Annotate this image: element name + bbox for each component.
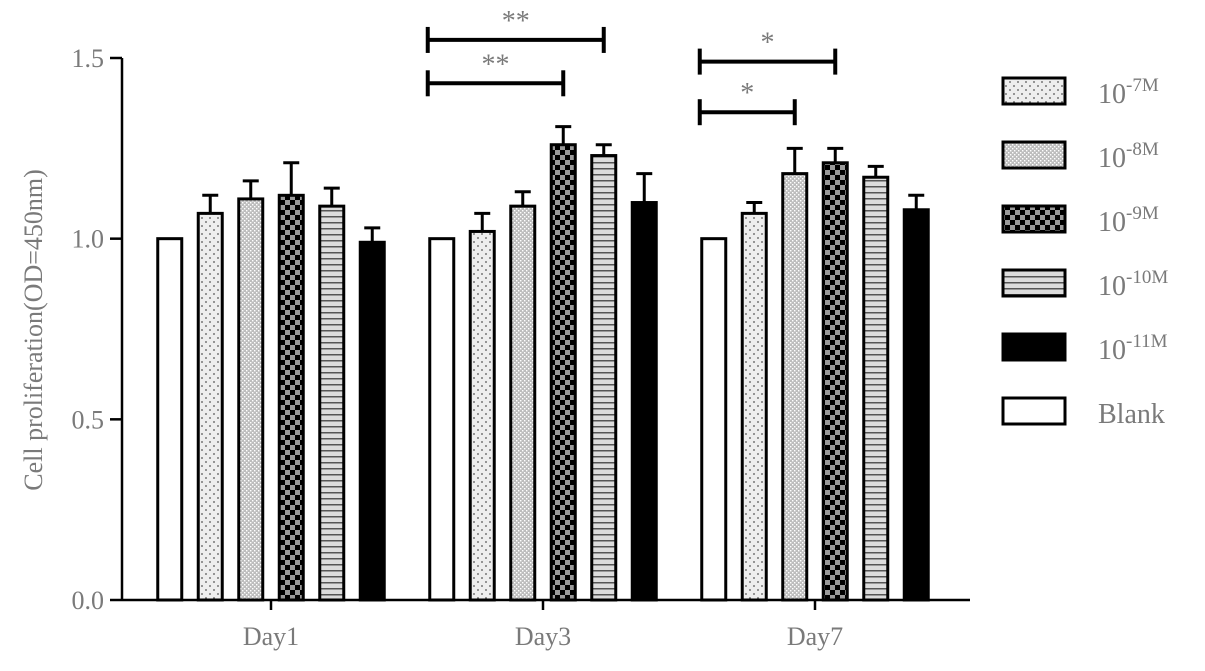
bar	[318, 204, 346, 602]
x-tick-label: Day1	[243, 622, 299, 651]
significance-label: *	[740, 78, 754, 109]
bar	[277, 193, 305, 602]
bar	[590, 154, 618, 602]
legend-label: 10-10M	[1098, 267, 1168, 302]
legend-swatch	[1001, 268, 1067, 298]
legend-label-exponent: -8M	[1126, 139, 1159, 160]
y-tick-label: 0.5	[72, 405, 105, 434]
bar	[196, 211, 224, 602]
bar	[630, 201, 658, 602]
bar	[821, 161, 849, 602]
y-tick-label: 0.0	[72, 586, 105, 615]
bar	[237, 197, 265, 602]
bar	[156, 237, 184, 602]
significance-label: **	[482, 49, 510, 80]
significance-label: **	[502, 6, 530, 37]
legend-label: 10-9M	[1098, 203, 1159, 238]
bar	[468, 229, 496, 602]
legend-swatch	[1001, 396, 1067, 426]
legend-label-base: Blank	[1098, 399, 1165, 430]
significance-group: ******	[425, 6, 838, 126]
legend-swatch	[1001, 204, 1067, 234]
significance-label: *	[761, 28, 775, 59]
bar	[740, 211, 768, 602]
legend-label-exponent: -9M	[1126, 203, 1159, 224]
bar	[358, 240, 386, 602]
bar	[700, 237, 728, 602]
legend-swatch	[1001, 332, 1067, 362]
legend-label-base: 10	[1098, 79, 1126, 110]
x-tick-label: Day3	[515, 622, 571, 651]
bar	[509, 204, 537, 602]
legend-swatch	[1001, 140, 1067, 170]
bar	[902, 208, 930, 602]
legend-label: 10-7M	[1098, 75, 1159, 110]
y-tick-label: 1.5	[72, 44, 105, 73]
bar	[549, 143, 577, 602]
x-tick-label: Day7	[787, 622, 843, 651]
legend-label: 10-8M	[1098, 139, 1159, 174]
bar	[781, 172, 809, 602]
legend-label-base: 10	[1098, 207, 1126, 238]
legend-label-exponent: -10M	[1126, 267, 1168, 288]
legend-label: 10-11M	[1098, 331, 1168, 366]
legend-label-exponent: -7M	[1126, 75, 1159, 96]
bar	[862, 175, 890, 602]
bar	[428, 237, 456, 602]
y-axis-label: Cell proliferation(OD=450nm)	[19, 169, 48, 491]
legend-label-base: 10	[1098, 143, 1126, 174]
legend-label-base: 10	[1098, 335, 1126, 366]
axes: 0.0 0.5 1.0 1.5 Day1 Day3 Day7	[72, 44, 970, 651]
legend-label: Blank	[1098, 399, 1165, 430]
legend-swatch	[1001, 76, 1067, 106]
bars-group	[156, 125, 930, 602]
legend-label-base: 10	[1098, 271, 1126, 302]
y-tick-label: 1.0	[72, 225, 105, 254]
legend-label-exponent: -11M	[1126, 331, 1168, 352]
